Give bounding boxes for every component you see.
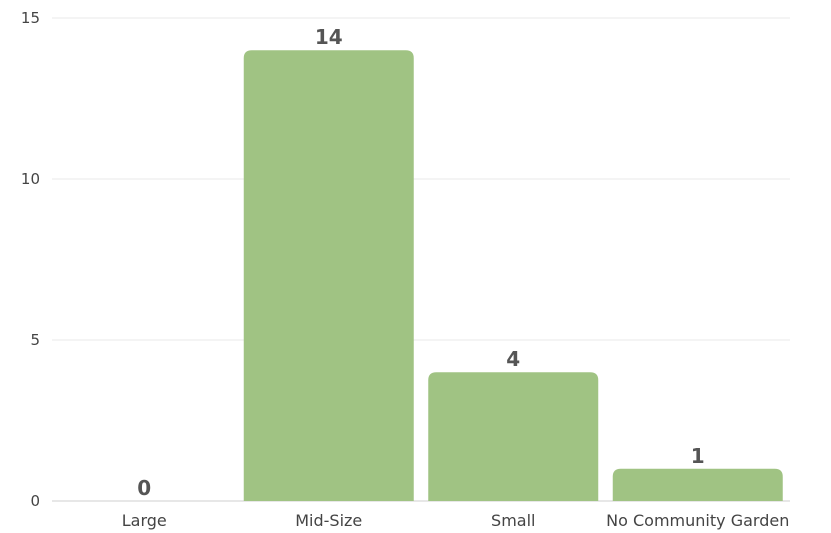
x-tick-label: No Community Garden: [606, 511, 789, 530]
bar-no-community-garden[interactable]: [612, 468, 783, 501]
y-tick-label: 0: [30, 492, 40, 510]
y-tick-label: 15: [21, 9, 40, 27]
y-tick-label: 10: [21, 170, 40, 188]
value-label: 0: [137, 476, 151, 500]
bar-small[interactable]: [428, 372, 599, 501]
value-label: 14: [315, 25, 343, 49]
x-tick-label: Small: [491, 511, 535, 530]
y-axis: 0 5 10 15: [21, 9, 40, 510]
grid-layer: [52, 17, 790, 502]
bars-layer: [243, 50, 783, 501]
value-label: 4: [506, 347, 520, 371]
y-tick-label: 5: [30, 331, 40, 349]
value-label: 1: [691, 444, 705, 468]
bar-mid-size[interactable]: [243, 50, 414, 501]
x-tick-label: Large: [122, 511, 167, 530]
x-axis: Large Mid-Size Small No Community Garden: [122, 511, 790, 530]
x-tick-label: Mid-Size: [295, 511, 362, 530]
value-labels: 0 14 4 1: [137, 25, 704, 500]
